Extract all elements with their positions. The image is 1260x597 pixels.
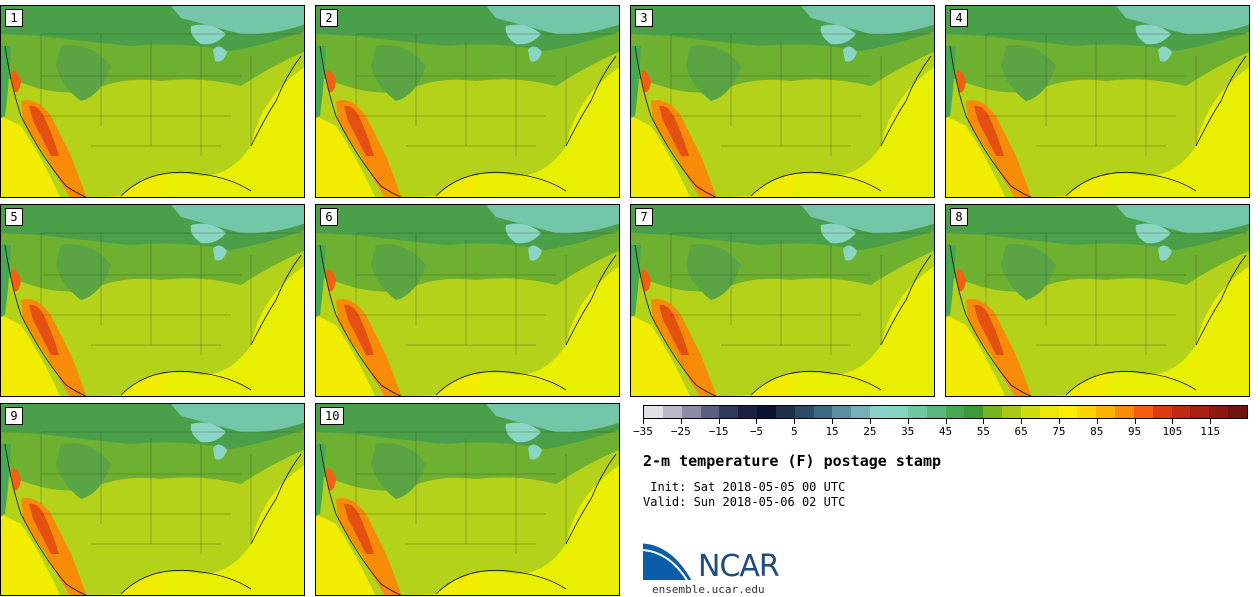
colorbar-swatch	[983, 406, 1003, 418]
map-panel-2: 2	[315, 5, 620, 198]
colorbar-swatch	[1020, 406, 1040, 418]
colorbar-tick-label: 25	[863, 425, 877, 438]
colorbar-swatch	[1002, 406, 1021, 418]
colorbar-swatch	[662, 406, 682, 418]
valid-time: Valid: Sun 2018-05-06 02 UTC	[643, 495, 846, 509]
colorbar-tick	[643, 419, 644, 424]
panel-number: 2	[320, 9, 338, 27]
colorbar-swatch	[1171, 406, 1191, 418]
colorbar-tick-label: 75	[1052, 425, 1066, 438]
colorbar-tick	[1096, 419, 1098, 424]
colorbar-swatch	[1039, 406, 1059, 418]
panel-number: 8	[950, 208, 968, 226]
colorbar-swatch	[738, 406, 758, 418]
panel-number: 9	[5, 407, 23, 425]
map-panel-9: 9	[0, 403, 305, 596]
map-panel-5: 5	[0, 204, 305, 397]
colorbar-ticks: −35 −25 −15 −5 5 15 25 35 45 55 65 75 85 95 105 115	[633, 419, 1248, 439]
map-panel-7: 7	[630, 204, 935, 397]
colorbar-tick-label: 15	[825, 425, 839, 438]
colorbar-swatch	[1058, 406, 1078, 418]
colorbar-swatch	[832, 406, 852, 418]
init-time: Init: Sat 2018-05-05 00 UTC	[643, 480, 846, 494]
colorbar-tick	[680, 419, 682, 424]
colorbar-tick	[869, 419, 871, 424]
panel-number: 4	[950, 9, 968, 27]
colorbar-swatch	[907, 406, 927, 418]
colorbar-swatch	[870, 406, 889, 418]
map-panel-8: 8	[945, 204, 1250, 397]
colorbar-tick-label: 5	[790, 425, 798, 438]
colorbar-swatch	[719, 406, 739, 418]
map-panel-10: 10	[315, 403, 620, 596]
colorbar-tick-label: −5	[749, 425, 764, 438]
colorbar-tick	[1134, 419, 1136, 424]
panel-number: 3	[635, 9, 653, 27]
colorbar-swatch	[851, 406, 871, 418]
colorbar-swatch	[1152, 406, 1172, 418]
colorbar-swatch	[926, 406, 946, 418]
panel-number: 6	[320, 208, 338, 226]
colorbar-tick-label: 45	[938, 425, 953, 438]
page-title: 2-m temperature (F) postage stamp	[643, 452, 942, 470]
colorbar-swatch	[794, 406, 814, 418]
colorbar-tick-label: 35	[901, 425, 915, 438]
colorbar-swatch	[888, 406, 908, 418]
colorbar-swatch	[1096, 406, 1116, 418]
panel-number: 10	[320, 407, 345, 425]
colorbar-swatch	[1115, 406, 1134, 418]
colorbar-swatch	[945, 406, 965, 418]
colorbar-tick	[1172, 419, 1174, 424]
colorbar-swatch	[964, 406, 984, 418]
colorbar-tick	[945, 419, 947, 424]
colorbar-swatch	[644, 406, 663, 418]
map-panel-6: 6	[315, 204, 620, 397]
colorbar-tick-label: 105	[1162, 425, 1183, 438]
colorbar-swatch	[700, 406, 720, 418]
temperature-colorbar	[643, 405, 1248, 419]
colorbar-swatch	[681, 406, 701, 418]
colorbar-tick	[832, 419, 834, 424]
colorbar-tick-label: −25	[670, 425, 691, 438]
ncar-logo-icon	[643, 540, 695, 581]
site-url: ensemble.ucar.edu	[652, 583, 765, 596]
map-panel-3: 3	[630, 5, 935, 198]
colorbar-tick-label: 55	[976, 425, 990, 438]
colorbar-swatch	[1190, 406, 1210, 418]
colorbar-swatch	[1133, 406, 1153, 418]
colorbar-tick-label: 115	[1200, 425, 1221, 438]
map-panel-4: 4	[945, 5, 1250, 198]
colorbar-tick	[983, 419, 985, 424]
colorbar-tick-label: 65	[1014, 425, 1028, 438]
colorbar-tick-label: 85	[1090, 425, 1104, 438]
colorbar-tick-label: −35	[633, 425, 653, 438]
panel-number: 7	[635, 208, 653, 226]
panel-number: 1	[5, 9, 23, 27]
colorbar-swatch	[1077, 406, 1097, 418]
colorbar-tick	[1021, 419, 1023, 424]
logo-text: NCAR	[698, 549, 780, 584]
colorbar-tick	[756, 419, 758, 424]
panel-number: 5	[5, 208, 23, 226]
colorbar-swatch	[775, 406, 795, 418]
colorbar-swatch	[1228, 406, 1247, 418]
colorbar-tick	[718, 419, 720, 424]
colorbar-tick-label: 95	[1127, 425, 1142, 438]
colorbar-tick	[794, 419, 796, 424]
colorbar-swatch	[1209, 406, 1229, 418]
colorbar-swatch	[757, 406, 776, 418]
map-panel-1: 1	[0, 5, 305, 198]
colorbar-tick	[907, 419, 909, 424]
colorbar-tick-label: −15	[708, 425, 729, 438]
colorbar-tick	[1210, 419, 1212, 424]
colorbar-swatch	[813, 406, 833, 418]
colorbar-tick	[1058, 419, 1060, 424]
